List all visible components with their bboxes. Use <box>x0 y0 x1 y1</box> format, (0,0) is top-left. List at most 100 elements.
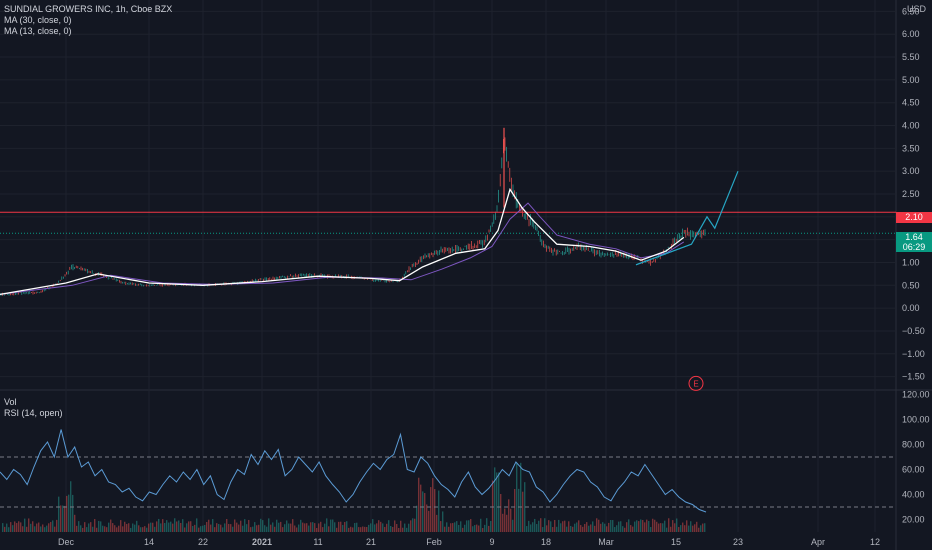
volume-bar <box>472 526 474 532</box>
volume-bar <box>428 510 430 532</box>
volume-bar <box>300 519 302 532</box>
volume-bar <box>350 526 352 532</box>
volume-bar <box>584 524 586 532</box>
volume-bar <box>50 521 52 532</box>
volume-bar <box>254 522 256 532</box>
volume-bar <box>518 488 520 532</box>
volume-bar <box>24 518 26 532</box>
volume-bar <box>612 520 614 532</box>
x-tick-label: 9 <box>489 537 494 547</box>
volume-bar <box>666 527 668 532</box>
y-tick-label: 4.50 <box>902 98 920 108</box>
volume-bar <box>504 508 506 532</box>
rsi-legend[interactable]: RSI (14, open) <box>4 408 63 418</box>
volume-bar <box>448 526 450 532</box>
volume-bar <box>252 526 254 532</box>
volume-bar <box>604 523 606 532</box>
volume-bar <box>566 526 568 532</box>
volume-bar <box>520 462 522 532</box>
volume-bar <box>454 522 456 532</box>
ma13-line <box>0 187 685 296</box>
volume-bar <box>30 523 32 532</box>
volume-bar <box>464 524 466 532</box>
volume-bar <box>478 525 480 532</box>
volume-bar <box>422 491 424 532</box>
volume-bar <box>528 520 530 532</box>
volume-bar <box>84 522 86 532</box>
volume-bar <box>64 505 66 532</box>
symbol-title[interactable]: SUNDIAL GROWERS INC, 1h, Cboe BZX <box>4 4 173 14</box>
volume-bar <box>526 526 528 532</box>
volume-bar <box>704 523 706 532</box>
volume-bar <box>442 511 444 532</box>
volume-bar <box>374 524 376 532</box>
volume-bar <box>190 521 192 532</box>
volume-bar <box>530 524 532 532</box>
volume-bar <box>144 526 146 532</box>
menu-icon[interactable]: ≡ <box>912 6 917 15</box>
volume-bar <box>370 523 372 532</box>
volume-bar <box>104 526 106 532</box>
volume-bar <box>420 484 422 532</box>
ma13-legend[interactable]: MA (13, close, 0) <box>4 26 72 36</box>
volume-bar <box>492 480 494 532</box>
volume-bar <box>582 526 584 532</box>
volume-bar <box>330 519 332 532</box>
volume-bar <box>450 523 452 532</box>
volume-bar <box>506 514 508 532</box>
volume-bar <box>266 526 268 532</box>
volume-bar <box>632 526 634 532</box>
volume-bar <box>210 524 212 532</box>
volume-bar <box>546 525 548 532</box>
volume-bar <box>138 525 140 532</box>
volume-bar <box>548 520 550 532</box>
volume-bar <box>338 521 340 532</box>
volume-bar <box>320 521 322 532</box>
volume-bar <box>494 467 496 532</box>
volume-bar <box>684 525 686 532</box>
rsi-tick-label: 100.00 <box>902 415 930 425</box>
ma30-legend[interactable]: MA (30, close, 0) <box>4 15 72 25</box>
volume-bar <box>192 525 194 532</box>
volume-bar <box>88 523 90 532</box>
volume-bar <box>230 524 232 532</box>
volume-bar <box>366 526 368 532</box>
volume-bar <box>196 518 198 532</box>
volume-bar <box>108 522 110 532</box>
volume-bar <box>362 526 364 532</box>
volume-bar <box>562 521 564 532</box>
volume-bar <box>390 525 392 532</box>
volume-bar <box>670 526 672 532</box>
volume-bar <box>18 521 20 532</box>
volume-bar <box>668 518 670 532</box>
ma30-line <box>0 202 685 295</box>
volume-bar <box>382 523 384 532</box>
volume-bar <box>534 518 536 532</box>
volume-bar <box>462 527 464 532</box>
volume-bar <box>156 521 158 532</box>
volume-bar <box>400 520 402 532</box>
volume-bar <box>496 472 498 532</box>
volume-bar <box>270 524 272 532</box>
rsi-tick-label: 120.00 <box>902 390 930 400</box>
volume-bar <box>20 522 22 532</box>
volume-bar <box>388 520 390 532</box>
volume-bar <box>128 523 130 532</box>
volume-bar <box>640 519 642 532</box>
earnings-marker-circle <box>688 375 704 391</box>
bar-countdown: 06:29 <box>902 242 926 252</box>
volume-bar <box>654 519 656 532</box>
volume-bar <box>436 514 438 532</box>
volume-legend[interactable]: Vol <box>4 397 17 407</box>
y-tick-label: −1.00 <box>902 349 925 359</box>
volume-bar <box>444 526 446 532</box>
y-tick-label: 3.50 <box>902 143 920 153</box>
volume-bar <box>536 524 538 532</box>
y-tick-label: 2.50 <box>902 189 920 199</box>
volume-bar <box>284 524 286 532</box>
y-tick-label: −0.50 <box>902 326 925 336</box>
x-tick-label: 18 <box>541 537 551 547</box>
volume-bar <box>154 526 156 532</box>
